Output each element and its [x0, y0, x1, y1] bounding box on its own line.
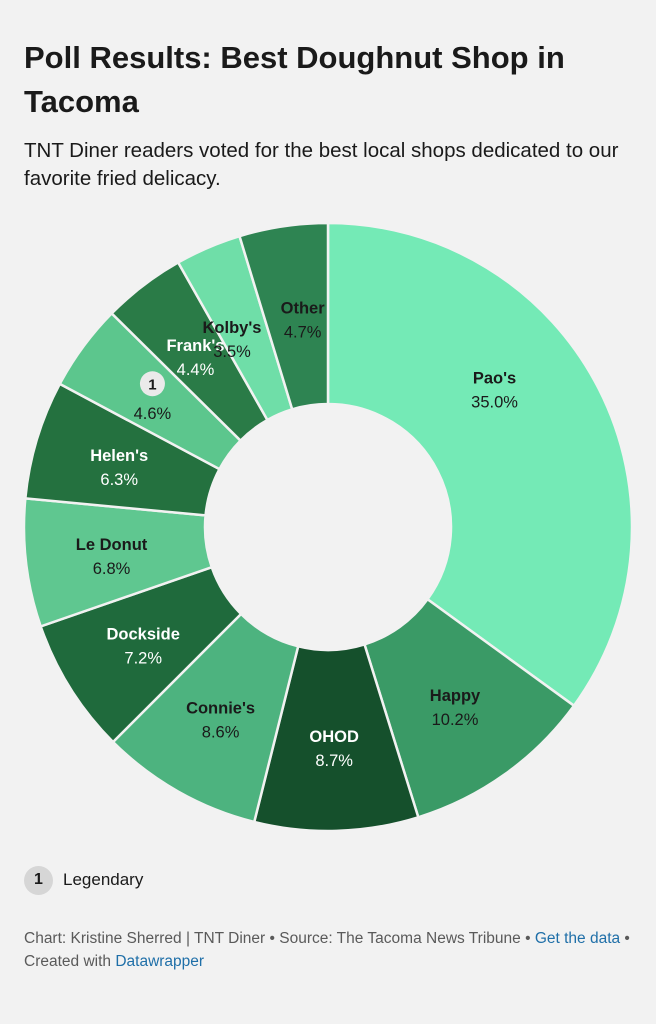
legend-text: Legendary: [63, 870, 144, 889]
slice-label-4: Dockside: [107, 626, 180, 644]
legend-badge: 1: [24, 865, 53, 895]
legend: 1 Legendary: [24, 865, 143, 895]
slice-value-0: 35.0%: [471, 393, 518, 411]
slice-value-8: 4.4%: [177, 361, 215, 379]
footer-credit: Chart: Kristine Sherred | TNT Diner • So…: [24, 930, 535, 947]
slice-label-8: Frank's: [166, 337, 224, 355]
slice-label-1: Happy: [430, 687, 481, 705]
slice-badge-text-7: 1: [148, 376, 156, 393]
slice-value-9: 3.5%: [213, 343, 251, 361]
slice-value-2: 8.7%: [315, 752, 353, 770]
footer-created-with: • Created with: [24, 930, 630, 970]
donut-chart: Pao's 35.0% Happy 10.2% OHOD 8.7% Connie's 8.6%…: [22, 221, 634, 833]
get-the-data-link[interactable]: Get the data: [534, 930, 621, 947]
slice-badge-7: [139, 371, 165, 397]
slice-label-6: Helen's: [90, 447, 148, 465]
slice-label-0: Pao's: [473, 369, 516, 387]
slice-label-5: Le Donut: [76, 536, 148, 554]
chart-footer: Chart: Kristine Sherred | TNT Diner • So…: [24, 927, 634, 973]
slice-label-10: Other: [281, 299, 326, 317]
slice-value-7: 4.6%: [134, 405, 172, 423]
chart-title: Poll Results: Best Doughnut Shop in Taco…: [24, 40, 565, 119]
slice-label-3: Connie's: [186, 700, 255, 718]
slice-label-2: OHOD: [309, 728, 359, 746]
slice-label-9: Kolby's: [203, 319, 262, 337]
slice-value-1: 10.2%: [432, 711, 479, 729]
slice-value-4: 7.2%: [124, 650, 162, 668]
slice-value-6: 6.3%: [100, 471, 138, 489]
datawrapper-link[interactable]: Datawrapper: [115, 953, 205, 970]
slice-1[interactable]: [362, 597, 576, 819]
slice-0[interactable]: [326, 221, 634, 708]
chart-subtitle: TNT Diner readers voted for the best loc…: [24, 139, 619, 190]
slice-value-5: 6.8%: [93, 560, 131, 578]
slice-value-10: 4.7%: [284, 323, 322, 341]
donut-labels: Pao's 35.0% Happy 10.2% OHOD 8.7% Connie's 8.6%…: [76, 299, 518, 770]
slice-10[interactable]: [237, 221, 330, 411]
slice-value-3: 8.6%: [202, 724, 240, 742]
